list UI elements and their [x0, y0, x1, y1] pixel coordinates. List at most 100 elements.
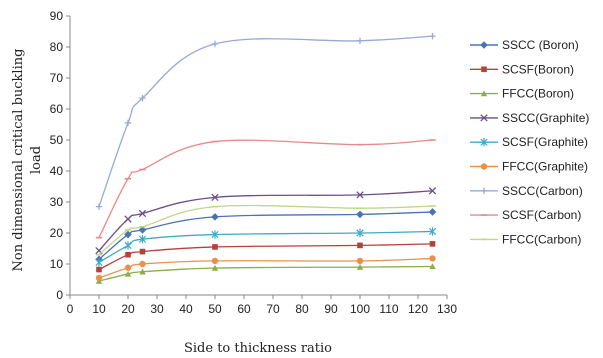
- data-point: [139, 268, 146, 275]
- y-tick-label: 80: [50, 40, 64, 54]
- x-tick-label: 50: [208, 302, 222, 316]
- series-6: [95, 255, 436, 282]
- legend-label: SCSF(Boron): [502, 62, 574, 76]
- y-tick-label: 50: [50, 133, 64, 147]
- legend-swatch-marker: [481, 66, 487, 73]
- x-tick-label: 30: [150, 302, 164, 316]
- y-axis-title-line1: Non dimensional critical buckling: [11, 49, 26, 272]
- y-tick-label: 0: [56, 288, 63, 302]
- series-layer: [95, 32, 437, 284]
- legend-swatch-marker: [480, 90, 488, 97]
- data-point: [356, 37, 364, 44]
- series-line: [98, 243, 433, 271]
- data-point: [211, 264, 219, 271]
- legend-entry: SSCC(Carbon): [470, 184, 583, 198]
- legend-label: SSCC(Carbon): [502, 184, 583, 198]
- x-tick-label: 80: [295, 302, 309, 316]
- x-tick-label: 40: [179, 302, 193, 316]
- series-9: [95, 204, 436, 256]
- series-line: [98, 265, 433, 282]
- legend-label: FFCC(Boron): [502, 87, 574, 101]
- data-point: [211, 213, 219, 221]
- data-point: [211, 193, 219, 202]
- x-axis-title: Side to thickness ratio: [184, 341, 332, 356]
- data-point: [124, 264, 132, 271]
- x-tick-label: 20: [121, 302, 135, 316]
- data-point: [138, 226, 147, 234]
- data-point: [356, 228, 364, 238]
- data-point: [96, 266, 102, 273]
- x-tick-label: 110: [379, 302, 398, 316]
- legend-label: SSCC(Graphite): [502, 111, 589, 125]
- x-tick-label: 0: [67, 302, 74, 316]
- legend-label: SSCC (Boron): [502, 38, 579, 52]
- data-point: [124, 241, 132, 250]
- series-7: [95, 32, 436, 210]
- legend-swatch-marker: [480, 187, 488, 194]
- y-tick-label: 20: [50, 226, 64, 240]
- series-2: [96, 241, 436, 273]
- legend-entry: SSCC(Graphite): [470, 111, 589, 125]
- legend-entry: FFCC(Graphite): [470, 160, 588, 174]
- y-tick-label: 40: [50, 164, 64, 178]
- series-line: [98, 190, 433, 252]
- series-line: [98, 211, 433, 260]
- data-point: [429, 241, 436, 247]
- x-axis-ticks: 0 10 20 30 40 50 60 70 80 90 100 110 120 130: [67, 295, 457, 316]
- series-line: [98, 139, 433, 238]
- data-point: [139, 248, 146, 255]
- legend-label: FFCC(Graphite): [502, 160, 588, 174]
- legend-entry: SCSF(Graphite): [470, 135, 588, 149]
- data-point: [429, 32, 436, 40]
- data-point: [356, 257, 364, 265]
- series-1: [95, 208, 437, 264]
- data-point: [125, 251, 131, 258]
- legend-entry: SCSF(Carbon): [470, 208, 581, 222]
- x-tick-label: 60: [237, 302, 251, 316]
- legend: SSCC (Boron) SCSF(Boron) FFCC(Boron) SSCC(G…: [470, 38, 589, 246]
- series-5: [95, 227, 437, 267]
- series-line: [98, 35, 433, 207]
- data-point: [212, 244, 218, 250]
- series-line: [98, 230, 433, 264]
- y-tick-label: 60: [50, 102, 64, 116]
- x-tick-label: 10: [92, 302, 106, 316]
- legend-swatch-marker: [480, 163, 488, 170]
- data-point: [429, 255, 436, 262]
- data-point: [357, 242, 363, 249]
- data-point: [138, 235, 147, 244]
- legend-swatch-marker: [480, 41, 488, 49]
- series-4: [95, 187, 437, 255]
- data-point: [139, 94, 146, 102]
- data-point: [95, 203, 103, 210]
- legend-entry: SCSF(Boron): [470, 62, 574, 76]
- y-tick-label: 10: [50, 257, 64, 271]
- x-tick-label: 70: [266, 302, 280, 316]
- y-axis-title-line2: load: [29, 146, 44, 174]
- legend-swatch-marker: [480, 114, 488, 122]
- data-point: [356, 191, 364, 199]
- legend-entry: FFCC(Boron): [470, 87, 574, 101]
- y-axis-ticks: 0 10 20 30 40 50 60 70 80 90: [50, 9, 70, 302]
- y-tick-label: 70: [50, 71, 64, 85]
- legend-label: FFCC(Carbon): [502, 232, 581, 246]
- legend-swatch-marker: [480, 138, 488, 147]
- data-point: [356, 263, 364, 270]
- data-point: [124, 230, 132, 239]
- data-point: [124, 119, 132, 127]
- x-tick-label: 130: [437, 302, 457, 316]
- legend-label: SCSF(Carbon): [502, 208, 581, 222]
- data-point: [95, 274, 103, 282]
- data-point: [428, 187, 437, 195]
- legend-entry: FFCC(Carbon): [470, 232, 581, 246]
- data-point: [95, 258, 103, 267]
- data-point: [138, 209, 147, 218]
- series-8: [95, 139, 436, 239]
- data-point: [428, 227, 437, 236]
- data-point: [211, 230, 219, 239]
- y-tick-label: 90: [50, 9, 64, 23]
- data-point: [139, 260, 146, 268]
- legend-label: SCSF(Graphite): [502, 135, 588, 149]
- data-point: [211, 257, 219, 265]
